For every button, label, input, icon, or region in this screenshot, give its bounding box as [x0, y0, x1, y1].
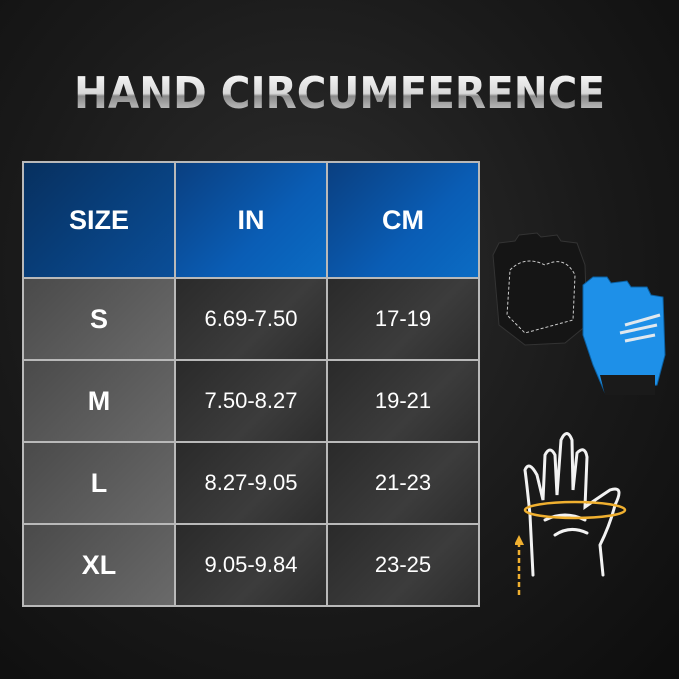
table-row: M 7.50-8.27 19-21: [22, 359, 480, 443]
cm-cell: 23-25: [326, 523, 480, 607]
size-cell: M: [22, 359, 176, 443]
inch-cell: 8.27-9.05: [174, 441, 328, 525]
cm-cell: 21-23: [326, 441, 480, 525]
header-cm: CM: [326, 161, 480, 279]
table-row: L 8.27-9.05 21-23: [22, 441, 480, 525]
inch-cell: 6.69-7.50: [174, 277, 328, 361]
cm-cell: 17-19: [326, 277, 480, 361]
hand-measure-icon: [515, 432, 627, 595]
header-in: IN: [174, 161, 328, 279]
inch-cell: 7.50-8.27: [174, 359, 328, 443]
page-title: HAND CIRCUMFERENCE: [27, 68, 652, 119]
cm-cell: 19-21: [326, 359, 480, 443]
table-row: S 6.69-7.50 17-19: [22, 277, 480, 361]
header-size: SIZE: [22, 161, 176, 279]
inch-cell: 9.05-9.84: [174, 523, 328, 607]
size-cell: S: [22, 277, 176, 361]
table-header-row: SIZE IN CM: [22, 161, 480, 279]
size-cell: L: [22, 441, 176, 525]
table-row: XL 9.05-9.84 23-25: [22, 523, 480, 607]
glove-pair-image: [492, 232, 666, 395]
size-cell: XL: [22, 523, 176, 607]
size-table: SIZE IN CM S 6.69-7.50 17-19 M 7.50-8.27…: [22, 161, 480, 607]
